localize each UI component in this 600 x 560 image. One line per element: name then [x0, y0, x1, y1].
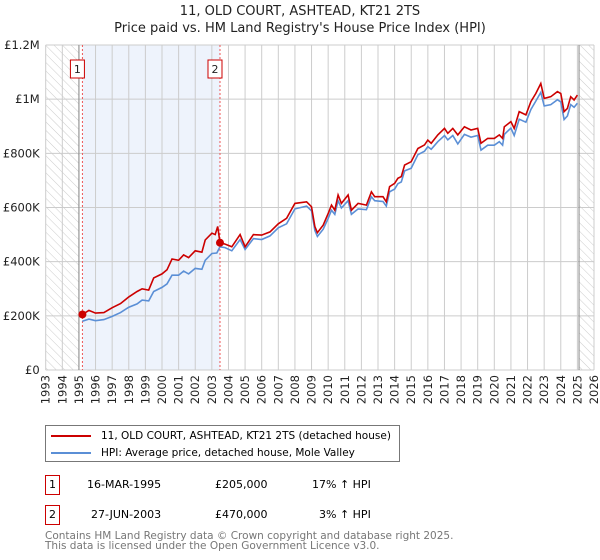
x-tick-label: 2003 [205, 375, 219, 404]
legend-swatch-blue [51, 452, 91, 454]
sale-price: £470,000 [215, 508, 268, 521]
sale-date: 27-JUN-2003 [91, 508, 162, 521]
x-tick-label: 2018 [454, 375, 468, 404]
x-tick-label: 2016 [421, 375, 435, 404]
sale-marker-label: 1 [74, 63, 81, 76]
legend-label: HPI: Average price, detached house, Mole… [101, 447, 355, 459]
x-tick-label: 2013 [371, 375, 385, 404]
x-tick-label: 2015 [404, 375, 418, 404]
sale-marker: 2 [45, 505, 60, 525]
x-tick-label: 2006 [255, 375, 269, 404]
x-tick-label: 1998 [122, 375, 136, 404]
sale-price: £205,000 [215, 478, 268, 491]
legend-item-hpi: HPI: Average price, detached house, Mole… [51, 445, 355, 461]
x-tick-label: 2026 [587, 375, 600, 404]
x-tick-label: 1994 [55, 375, 69, 404]
legend-label: 11, OLD COURT, ASHTEAD, KT21 2TS (detach… [101, 430, 391, 442]
y-tick-label: £200K [3, 309, 40, 323]
footer-line: This data is licensed under the Open Gov… [45, 540, 380, 552]
footer-line: Contains HM Land Registry data © Crown c… [45, 530, 454, 542]
x-tick-label: 2024 [554, 375, 568, 404]
footer: Contains HM Land Registry data © Crown c… [45, 530, 454, 552]
sale-marker-box [207, 59, 223, 79]
y-tick-label: £400K [3, 255, 40, 269]
y-tick-label: £1M [15, 92, 40, 106]
x-tick-label: 2004 [221, 375, 235, 404]
x-tick-label: 2025 [570, 375, 584, 404]
x-tick-label: 2005 [238, 375, 252, 404]
x-tick-label: 2000 [155, 375, 169, 404]
x-tick-label: 2002 [188, 375, 202, 404]
x-tick-label: 2022 [521, 375, 535, 404]
subtitle-line: Price paid vs. HM Land Registry's House … [114, 21, 486, 36]
y-tick-label: £1.2M [4, 38, 40, 52]
x-tick-label: 2001 [172, 375, 186, 404]
sale-marker-box [69, 59, 85, 79]
x-tick-label: 2017 [437, 375, 451, 404]
x-tick-label: 1995 [72, 375, 86, 404]
sale-row: 2 27-JUN-2003 £470,000 3% ↑ HPI [45, 505, 445, 525]
x-tick-label: 2014 [388, 375, 402, 404]
x-tick-label: 2008 [288, 375, 302, 404]
x-tick-label: 1996 [89, 375, 103, 404]
x-tick-label: 1997 [105, 375, 119, 404]
x-tick-label: 2023 [537, 375, 551, 404]
y-tick-label: £0 [25, 363, 40, 377]
sale-marker: 1 [45, 475, 60, 495]
sale-date: 16-MAR-1995 [87, 478, 162, 491]
x-tick-label: 2011 [338, 375, 352, 404]
x-tick-label: 2019 [471, 375, 485, 404]
x-tick-label: 2012 [354, 375, 368, 404]
x-tick-label: 2007 [271, 375, 285, 404]
legend: 11, OLD COURT, ASHTEAD, KT21 2TS (detach… [45, 425, 400, 462]
x-tick-label: 1999 [138, 375, 152, 404]
sale-point [78, 310, 87, 319]
y-tick-label: £600K [3, 201, 40, 215]
series-line [82, 90, 579, 323]
x-tick-label: 2020 [487, 375, 501, 404]
legend-swatch-red [51, 435, 91, 437]
x-tick-label: 2009 [305, 375, 319, 404]
series-line [81, 81, 579, 316]
x-tick-label: 2021 [504, 375, 518, 404]
title-line: 11, OLD COURT, ASHTEAD, KT21 2TS [179, 4, 421, 19]
legend-item-property: 11, OLD COURT, ASHTEAD, KT21 2TS (detach… [51, 428, 391, 444]
sale-marker-label: 2 [211, 63, 218, 76]
sale-hpi: 17% ↑ HPI [312, 478, 371, 491]
x-tick-label: 2010 [321, 375, 335, 404]
chart-title: 11, OLD COURT, ASHTEAD, KT21 2TS Price p… [0, 3, 600, 37]
sale-point [215, 238, 224, 247]
sale-hpi: 3% ↑ HPI [319, 508, 371, 521]
y-tick-label: £800K [3, 146, 40, 160]
sale-row: 1 16-MAR-1995 £205,000 17% ↑ HPI [45, 475, 445, 495]
x-tick-label: 1993 [39, 375, 53, 404]
